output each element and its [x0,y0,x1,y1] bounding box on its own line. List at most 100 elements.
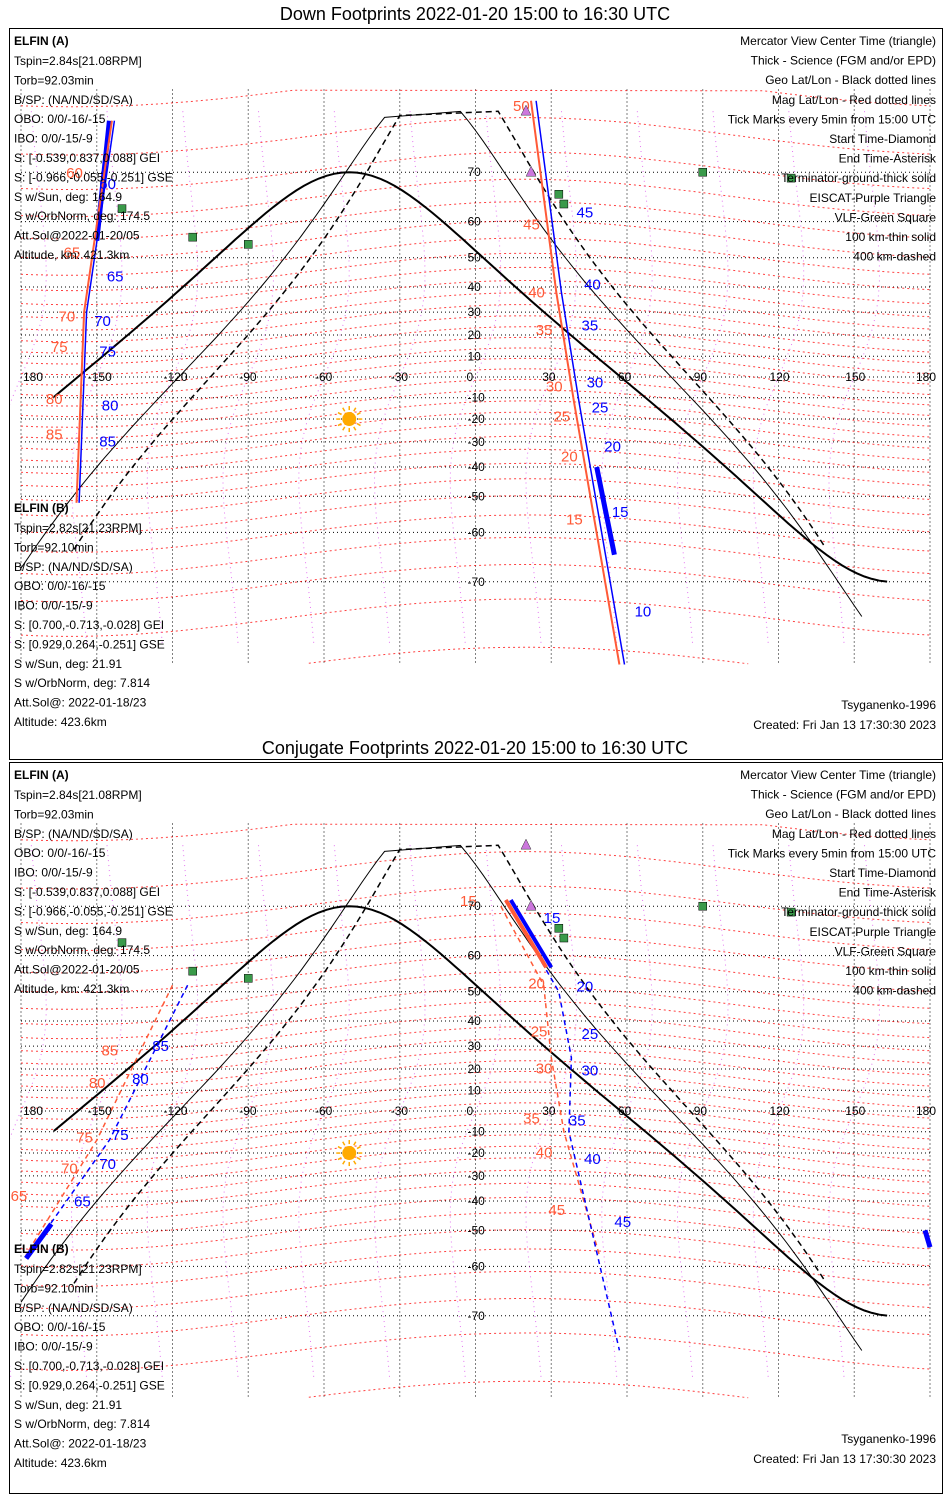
mag-latitude-line [20,448,931,488]
longitude-label: -60 [315,1104,333,1118]
vlf-square-icon [117,204,127,213]
mag-latitude-line [20,266,931,306]
elfin-a-info-line: S: [-0.966,-0.055,-0.251] GSE [14,904,173,918]
elfin-b-tick-label: 45 [523,217,540,234]
latitude-label: -60 [468,1259,486,1273]
mag-meridian-line [10,845,47,1377]
legend-entry: End Time-Asterisk [839,886,937,900]
mag-latitude-line [20,1081,931,1120]
mercator-map-conjugate: 1520253035404565707580851520253035404565… [10,768,937,1470]
mag-latitude-line [308,646,749,665]
legend-entry: Mercator View Center Time (triangle) [740,768,936,782]
elfin-b-track-west [75,120,113,503]
vlf-square-icon [786,173,796,183]
mag-latitude-line [20,935,931,974]
elfin-b-tick-label: 30 [546,378,563,395]
elfin-b-science-segment [504,898,548,969]
elfin-b-info-line: S: [0.929,0.264,-0.251] GSE [14,637,165,651]
elfin-b-tick-label: 75 [51,339,68,356]
mag-latitude-line [20,1026,931,1065]
vlf-square-icon [786,907,796,917]
elfin-b-info-line: B/SP: (NA/ND/SD/SA) [14,1301,133,1315]
vlf-square-icon [244,974,253,983]
mag-latitude-line [20,1091,931,1131]
elfin-a-info-line: IBO: 0/0/-15/-9 [14,866,93,880]
longitude-label: -120 [164,1104,188,1118]
mag-latitude-line [20,1102,931,1141]
elfin-a-tick-label: 25 [592,400,609,417]
model-label: Tsyganenko-1996 [841,1432,936,1446]
map-panel-down: 60 65 70 75 80 85 10 15 20 25 30 35 40 45 50 45 40 35 30 25… [9,28,943,760]
longitude-label: 90 [694,1104,708,1118]
sun-ray [356,411,361,416]
mag-meridian-line [449,845,502,1377]
legend-entry: 400 km-dashed [853,984,936,998]
longitude-label: 60 [618,370,632,384]
elfin-a-tick-label: 75 [112,1127,129,1144]
longitude-label: 90 [694,370,708,384]
mag-latitude-line [20,1157,931,1196]
elfin-b-info-line: Tspin=2.82s[21.23RPM] [14,521,142,535]
legend-entry: 100 km-thin solid [845,964,936,978]
vlf-square-icon [554,924,564,933]
elfin-b-info-line: Tspin=2.82s[21.23RPM] [14,1262,142,1276]
elfin-a-track-west [25,984,189,1259]
mag-latitude-line [20,971,931,1010]
mag-latitude-line [20,1332,931,1371]
sun-ray [337,411,342,416]
mag-meridian-line [70,845,123,1377]
mag-latitude-line [20,1112,931,1152]
elfin-b-name: ELFIN (B) [14,501,69,515]
elfin-a-science-segment-wrap [922,1229,933,1248]
eiscat-triangle-icon [525,899,537,911]
mag-latitude-line [20,252,931,292]
elfin-b-info-line: S w/OrbNorm, deg: 7.814 [14,1417,150,1431]
mag-latitude-line [20,986,931,1026]
elfin-b-tick-label: 85 [46,426,63,443]
elfin-a-tick-label: 85 [152,1038,169,1055]
mag-meridian-line [828,845,881,1377]
mag-meridian-line [525,845,578,1377]
elfin-a-track-west [78,120,116,503]
mag-latitude-line [20,435,931,474]
latitude-label: -30 [468,435,486,449]
mag-meridian-line [298,111,350,643]
elfin-b-info-line: Att.Sol@: 2022-01-18/23 [14,696,147,710]
elfin-b-tick-label: 45 [548,1202,565,1219]
sun-ray [356,1156,361,1161]
elfin-a-tick-label: 30 [587,374,604,391]
mag-latitude-line [20,912,931,952]
elfin-a-tick-label: 10 [635,603,652,620]
elfin-a-info-line: Torb=92.03min [14,73,94,87]
mag-latitude-line [20,400,931,439]
latitude-label: -10 [468,391,486,405]
longitude-label: -60 [315,370,333,384]
elfin-a-tick-label: 80 [102,397,119,414]
elfin-a-tick-label: 35 [569,1112,586,1129]
eiscat-triangle-icon [520,104,532,116]
legend-entry: Start Time-Diamond [829,132,936,146]
latitude-label: -30 [468,1169,486,1183]
mag-latitude-line [20,368,931,407]
sun-ray [342,1141,346,1146]
latitude-label: -20 [468,412,486,426]
elfin-a-tick-label: 25 [582,1026,599,1043]
elfin-a-info-line: Att.Sol@2022-01-20/05 [14,229,140,243]
elfin-a-info-line: S w/OrbNorm, deg: 174.5 [14,209,150,223]
elfin-b-info-line: S: [0.929,0.264,-0.251] GSE [14,1378,165,1392]
mag-latitude-line [20,1169,931,1208]
mag-meridian-line [146,111,199,643]
longitude-label: -30 [391,1104,409,1118]
elfin-b-info-line: Att.Sol@: 2022-01-18/23 [14,1437,147,1451]
latitude-label: -70 [468,1309,486,1323]
panel-title-conjugate: Conjugate Footprints 2022-01-20 15:00 to… [261,738,689,758]
mag-latitude-line [20,495,931,534]
longitude-label: 0 [467,370,474,384]
longitude-label: 150 [845,370,865,384]
elfin-b-tick-label: 35 [523,1110,540,1127]
mag-latitude-line [20,292,931,331]
elfin-a-track-east [535,100,626,665]
elfin-b-info-line: OBO: 0/0/-16/-15 [14,1320,106,1334]
longitude-label: 0 [467,1104,474,1118]
elfin-b-tick-label: 15 [460,893,477,910]
